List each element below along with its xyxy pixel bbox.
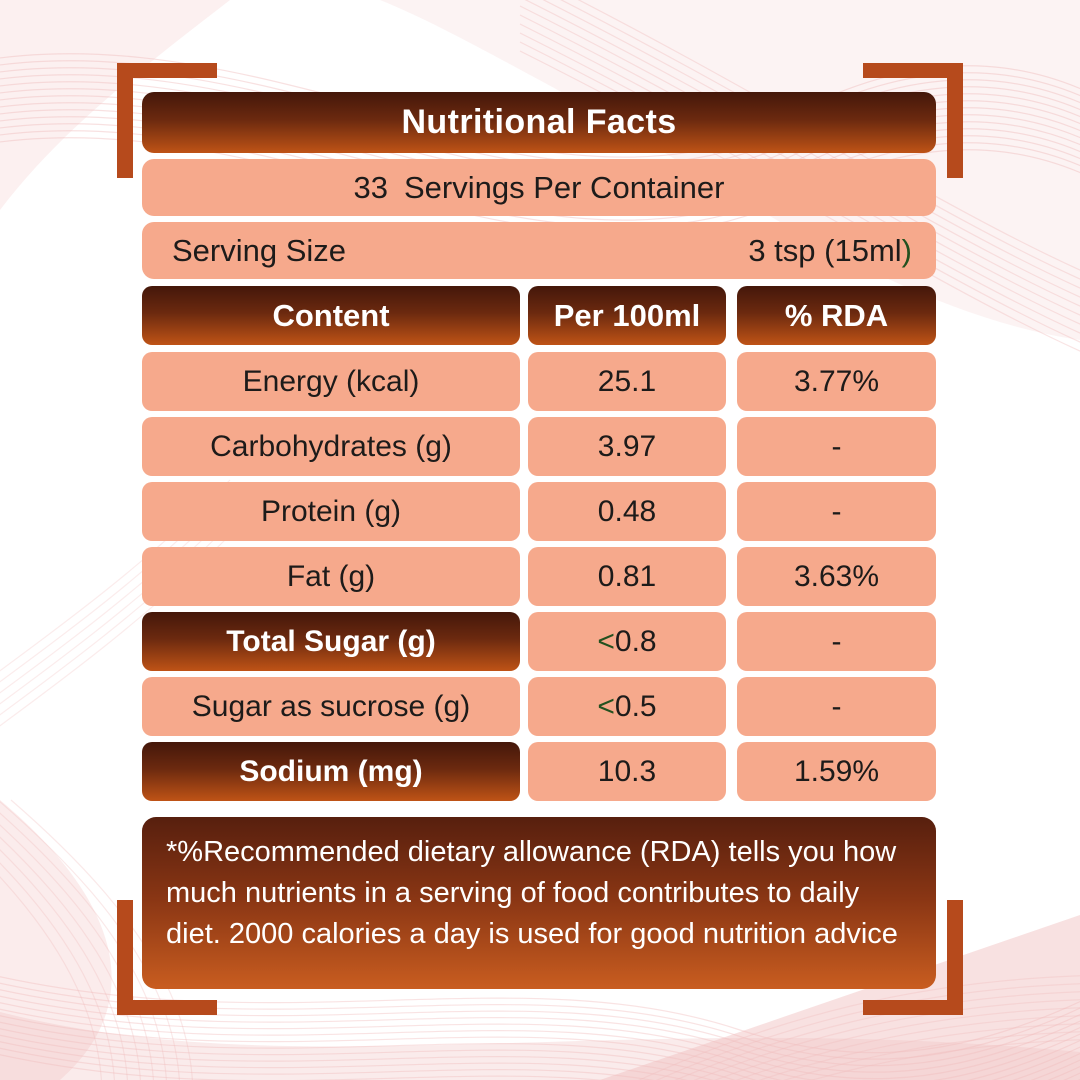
rda-cell: - [737, 677, 936, 736]
per-100ml-cell: 0.48 [528, 482, 726, 541]
serving-size-value: 3 tsp (15ml) [748, 232, 912, 268]
corner-bracket-top-left [117, 63, 217, 178]
rda-cell: - [737, 417, 936, 476]
footnote-box: *%Recommended dietary allowance (RDA) te… [142, 817, 936, 989]
per-100ml-cell: 3.97 [528, 417, 726, 476]
per-100ml-cell: <0.5 [528, 677, 726, 736]
row-label-cell: Fat (g) [142, 547, 520, 606]
footnote-text: *%Recommended dietary allowance (RDA) te… [166, 836, 898, 951]
title-bar: Nutritional Facts [142, 92, 936, 153]
rda-cell: 3.77% [737, 352, 936, 411]
rda-cell: - [737, 612, 936, 671]
servings-count: 33 [353, 169, 388, 205]
row-label-cell: Total Sugar (g) [142, 612, 520, 671]
row-label-cell: Sugar as sucrose (g) [142, 677, 520, 736]
servings-text: Servings Per Container [403, 169, 725, 205]
per-100ml-cell: <0.8 [528, 612, 726, 671]
serving-size-label: Serving Size [172, 232, 347, 268]
serving-size-paren: ) [901, 232, 912, 268]
corner-bracket-bottom-left [117, 900, 217, 1015]
row-label-cell: Energy (kcal) [142, 352, 520, 411]
header-per-100ml: Per 100ml [528, 286, 726, 345]
page-title: Nutritional Facts [401, 103, 677, 141]
rda-cell: - [737, 482, 936, 541]
serving-size-bar: Serving Size 3 tsp (15ml) [142, 222, 936, 279]
corner-bracket-top-right [863, 63, 963, 178]
header-rda: % RDA [737, 286, 936, 345]
row-label-cell: Sodium (mg) [142, 742, 520, 801]
per-100ml-cell: 0.81 [528, 547, 726, 606]
rda-cell: 1.59% [737, 742, 936, 801]
header-content: Content [142, 286, 520, 345]
servings-bar: 33 Servings Per Container [142, 159, 936, 216]
corner-bracket-bottom-right [863, 900, 963, 1015]
per-100ml-cell: 10.3 [528, 742, 726, 801]
rda-cell: 3.63% [737, 547, 936, 606]
per-100ml-cell: 25.1 [528, 352, 726, 411]
row-label-cell: Protein (g) [142, 482, 520, 541]
row-label-cell: Carbohydrates (g) [142, 417, 520, 476]
